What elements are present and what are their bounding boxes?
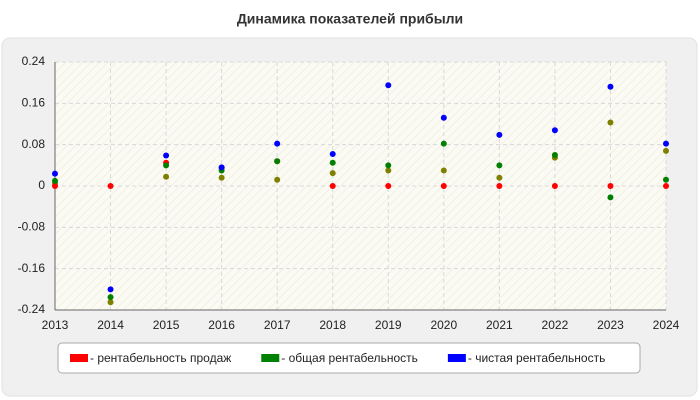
point <box>663 140 669 147</box>
legend-label: - чистая рентабельность <box>468 351 605 365</box>
point <box>607 83 614 90</box>
chart-title: Динамика показателей прибыли <box>237 11 463 27</box>
point <box>663 147 669 154</box>
point <box>52 183 58 189</box>
point <box>163 173 170 180</box>
legend <box>57 342 641 374</box>
point <box>329 150 336 157</box>
x-tick-label: 2021 <box>486 318 513 332</box>
y-tick-label: -0.16 <box>18 261 46 275</box>
y-tick-label: -0.08 <box>18 220 46 234</box>
point <box>496 183 503 189</box>
point <box>52 177 58 184</box>
legend-swatch <box>261 354 280 362</box>
point <box>385 183 392 189</box>
point <box>107 183 114 189</box>
point <box>107 299 114 306</box>
point <box>607 183 614 189</box>
point <box>385 167 392 174</box>
x-tick-label: 2019 <box>375 318 402 332</box>
x-tick-label: 2014 <box>97 318 124 332</box>
x-tick-label: 2016 <box>208 318 235 332</box>
point <box>163 162 170 169</box>
point <box>274 140 281 147</box>
x-tick-label: 2023 <box>597 318 624 332</box>
point <box>274 158 281 165</box>
x-tick-label: 2017 <box>264 318 291 332</box>
point <box>496 131 503 138</box>
legend-label: - общая рентабельность <box>281 351 418 365</box>
point <box>107 286 114 293</box>
x-tick-label: 2022 <box>542 318 569 332</box>
point <box>107 294 114 301</box>
point <box>663 176 669 183</box>
point <box>440 114 447 121</box>
x-tick-label: 2020 <box>430 318 457 332</box>
point <box>440 140 447 147</box>
point <box>663 183 669 189</box>
legend-swatch <box>70 354 88 362</box>
point <box>440 167 447 174</box>
y-tick-label: 0.24 <box>22 54 46 68</box>
point <box>274 176 281 183</box>
point <box>551 152 558 158</box>
point <box>385 162 392 169</box>
point <box>607 119 614 126</box>
point <box>385 82 392 89</box>
point <box>218 164 225 171</box>
point <box>52 170 58 177</box>
point <box>551 127 558 134</box>
x-tick-label: 2018 <box>319 318 346 332</box>
point <box>218 174 225 181</box>
point <box>551 183 558 189</box>
point <box>329 170 336 177</box>
y-tick-label: 0.16 <box>22 96 46 110</box>
point <box>329 183 336 189</box>
point <box>496 162 503 169</box>
point <box>163 152 170 159</box>
point <box>496 174 503 181</box>
x-tick-label: 2024 <box>653 318 680 332</box>
point <box>607 194 614 201</box>
point <box>440 183 447 189</box>
legend-label: - рентабельность продаж <box>90 351 231 365</box>
y-tick-label: 0.08 <box>22 137 46 151</box>
point <box>329 159 336 166</box>
x-tick-label: 2013 <box>42 318 69 332</box>
y-tick-label: 0 <box>38 178 45 192</box>
x-tick-label: 2015 <box>153 318 180 332</box>
legend-swatch <box>447 354 466 362</box>
y-tick-label: -0.24 <box>18 302 46 316</box>
